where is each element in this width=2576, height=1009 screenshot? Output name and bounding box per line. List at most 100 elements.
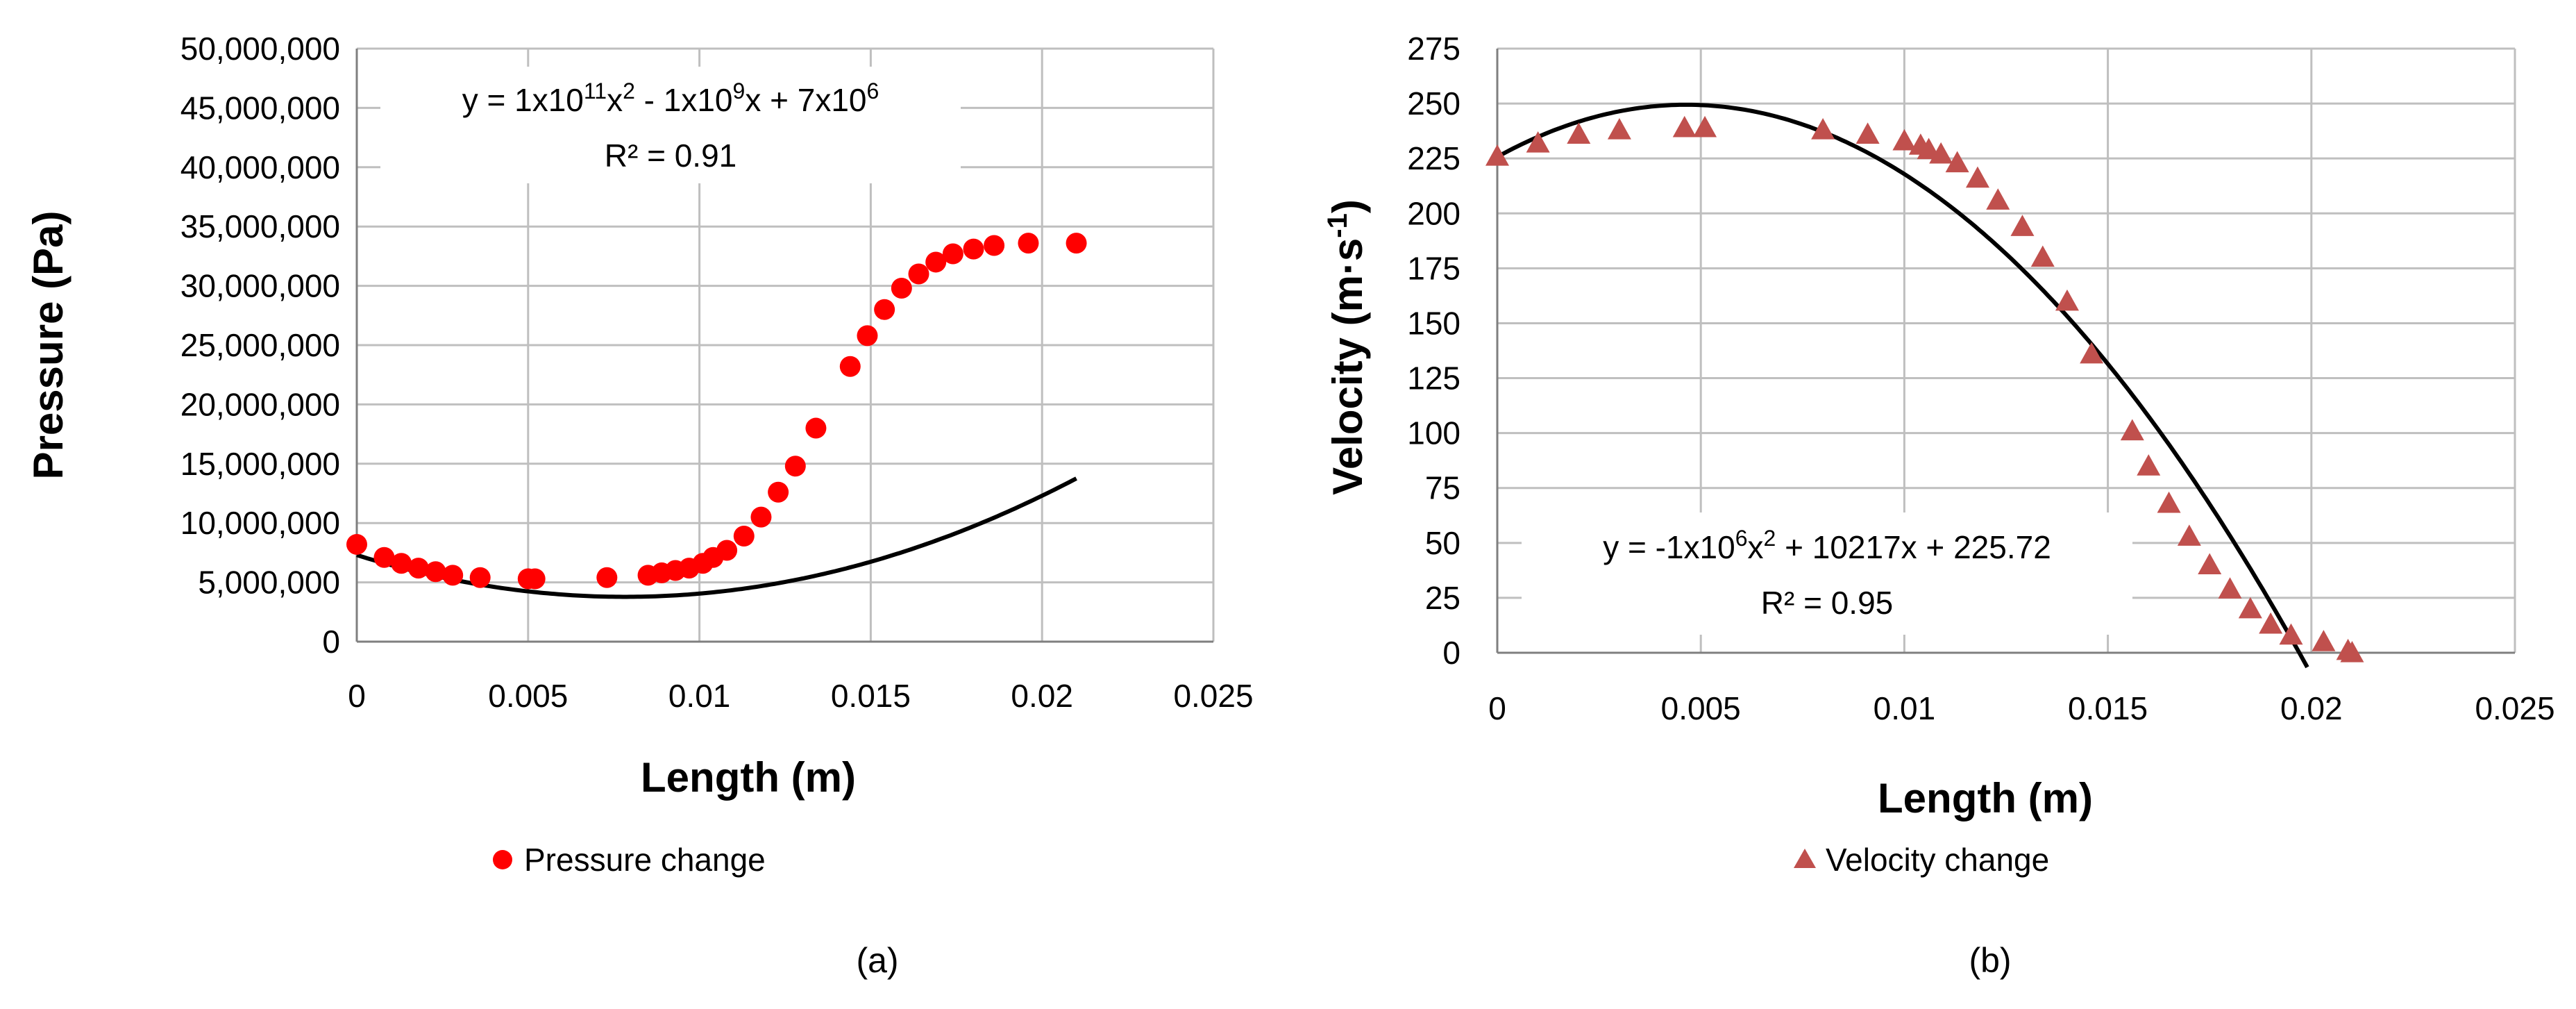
velocity-x-tick-label: 0: [1488, 690, 1506, 726]
pressure-data-point: [407, 558, 429, 579]
velocity-r2-label: R² = 0.95: [1761, 585, 1894, 621]
velocity-data-point: [1526, 131, 1550, 153]
velocity-x-axis-label: Length (m): [1878, 775, 2093, 822]
velocity-ylabel-main: Velocity (m·s: [1324, 238, 1371, 495]
pressure-data-point: [524, 568, 546, 590]
pressure-eq-mid1: x: [607, 82, 623, 118]
pressure-x-tick-label: 0.015: [831, 678, 911, 714]
velocity-data-point: [1672, 115, 1697, 137]
panel-a-label: (a): [856, 941, 898, 980]
velocity-data-point: [2312, 630, 2336, 651]
pressure-data-point: [716, 540, 738, 561]
velocity-y-tick-label: 0: [1442, 635, 1460, 671]
pressure-data-point: [750, 506, 772, 528]
pressure-eq-exp2: 2: [623, 78, 635, 103]
velocity-data-point: [1965, 166, 1989, 188]
velocity-chart-x-ticks: 0 0.005 0.01 0.015 0.02 0.025: [1488, 690, 2554, 726]
velocity-data-point: [2279, 623, 2303, 645]
pressure-chart-x-ticks: 0 0.005 0.01 0.015 0.02 0.025: [348, 678, 1253, 714]
velocity-trendline-group: [1496, 102, 2309, 669]
velocity-data-point: [2120, 419, 2144, 441]
pressure-x-tick-label: 0.01: [668, 678, 731, 714]
pressure-eq-exp3: 9: [733, 78, 746, 103]
pressure-data-point: [984, 235, 1005, 256]
pressure-points-group: [346, 233, 1087, 590]
pressure-data-point: [1018, 233, 1039, 254]
pressure-y-tick-label: 45,000,000: [180, 90, 340, 126]
velocity-data-point: [1986, 188, 2010, 210]
pressure-data-point: [839, 356, 861, 377]
pressure-data-point: [1066, 233, 1087, 254]
velocity-data-point: [1567, 122, 1591, 144]
velocity-x-tick-label: 0.015: [2068, 690, 2148, 726]
velocity-data-point: [2340, 641, 2364, 662]
pressure-chart-panel: 0 5,000,000 10,000,000 15,000,000 20,000,000…: [25, 31, 1254, 980]
pressure-y-tick-label: 40,000,000: [180, 149, 340, 185]
velocity-data-point: [2137, 454, 2161, 476]
pressure-x-tick-label: 0.02: [1011, 678, 1073, 714]
velocity-data-point: [2218, 577, 2242, 599]
pressure-data-point: [925, 251, 947, 273]
pressure-data-point: [425, 561, 446, 583]
pressure-eq-mid2: - 1x10: [635, 82, 733, 118]
velocity-data-point: [2198, 553, 2222, 575]
pressure-x-tick-label: 0.025: [1173, 678, 1253, 714]
velocity-data-point: [1929, 142, 1953, 164]
velocity-data-point: [1892, 128, 1917, 151]
pressure-eq-exp4: 6: [867, 78, 879, 103]
pressure-data-point: [768, 481, 789, 503]
panel-b-label: (b): [1969, 941, 2011, 980]
velocity-y-tick-label: 50: [1425, 525, 1460, 561]
pressure-r2-label: R² = 0.91: [605, 137, 737, 174]
pressure-y-tick-label: 15,000,000: [180, 446, 340, 482]
pressure-legend-label: Pressure change: [524, 842, 766, 878]
velocity-x-tick-label: 0.01: [1874, 690, 1936, 726]
velocity-ylabel-sup: -1: [1322, 213, 1353, 238]
velocity-chart-y-ticks: 0 25 50 75 100 125 150 175 200 225 250 275: [1407, 31, 1460, 671]
velocity-data-point: [1945, 151, 1969, 173]
pressure-y-tick-label: 30,000,000: [180, 268, 340, 304]
pressure-data-point: [857, 325, 878, 347]
pressure-data-point: [874, 299, 895, 320]
pressure-y-tick-label: 10,000,000: [180, 505, 340, 541]
velocity-x-tick-label: 0.025: [2475, 690, 2554, 726]
pressure-data-point: [373, 547, 395, 568]
pressure-trendline-equation: y = 1x1011x2 - 1x109x + 7x106: [462, 78, 879, 118]
velocity-data-point: [2080, 342, 2104, 364]
pressure-data-point: [391, 553, 412, 574]
velocity-data-point: [1693, 115, 1717, 137]
velocity-x-tick-label: 0.02: [2280, 690, 2343, 726]
velocity-data-point: [2238, 597, 2262, 619]
pressure-y-tick-label: 20,000,000: [180, 386, 340, 422]
velocity-trendline-equation: y = -1x106x2 + 10217x + 225.72: [1603, 526, 2051, 565]
pressure-data-point: [942, 243, 963, 265]
pressure-data-point: [442, 565, 464, 586]
pressure-y-tick-label: 0: [322, 624, 340, 660]
pressure-data-point: [805, 417, 827, 439]
pressure-chart-y-ticks: 0 5,000,000 10,000,000 15,000,000 20,000,000…: [180, 31, 340, 660]
velocity-equation-background: [1522, 512, 2132, 635]
velocity-eq-mid2: + 10217x + 225.72: [1776, 529, 2051, 565]
velocity-eq-mid1: x: [1748, 529, 1764, 565]
velocity-data-point: [2157, 491, 2181, 513]
pressure-data-point: [596, 567, 618, 588]
pressure-x-tick-label: 0.005: [488, 678, 568, 714]
velocity-y-tick-label: 275: [1407, 31, 1460, 67]
velocity-ylabel-close: ): [1324, 199, 1371, 213]
pressure-eq-mid3: x + 7x10: [745, 82, 866, 118]
pressure-eq-exp1: 11: [584, 78, 607, 103]
velocity-x-tick-label: 0.005: [1661, 690, 1741, 726]
velocity-y-tick-label: 150: [1407, 305, 1460, 341]
velocity-y-axis-label: Velocity (m·s-1): [1322, 199, 1371, 495]
pressure-y-tick-label: 50,000,000: [180, 31, 340, 67]
velocity-data-point: [1855, 122, 1880, 144]
velocity-data-point: [2030, 245, 2055, 267]
velocity-data-point: [1607, 118, 1631, 140]
pressure-legend-marker: [493, 850, 512, 869]
velocity-y-tick-label: 175: [1407, 250, 1460, 286]
velocity-y-tick-label: 250: [1407, 85, 1460, 122]
pressure-data-point: [346, 533, 367, 555]
pressure-equation-background: [380, 67, 961, 183]
